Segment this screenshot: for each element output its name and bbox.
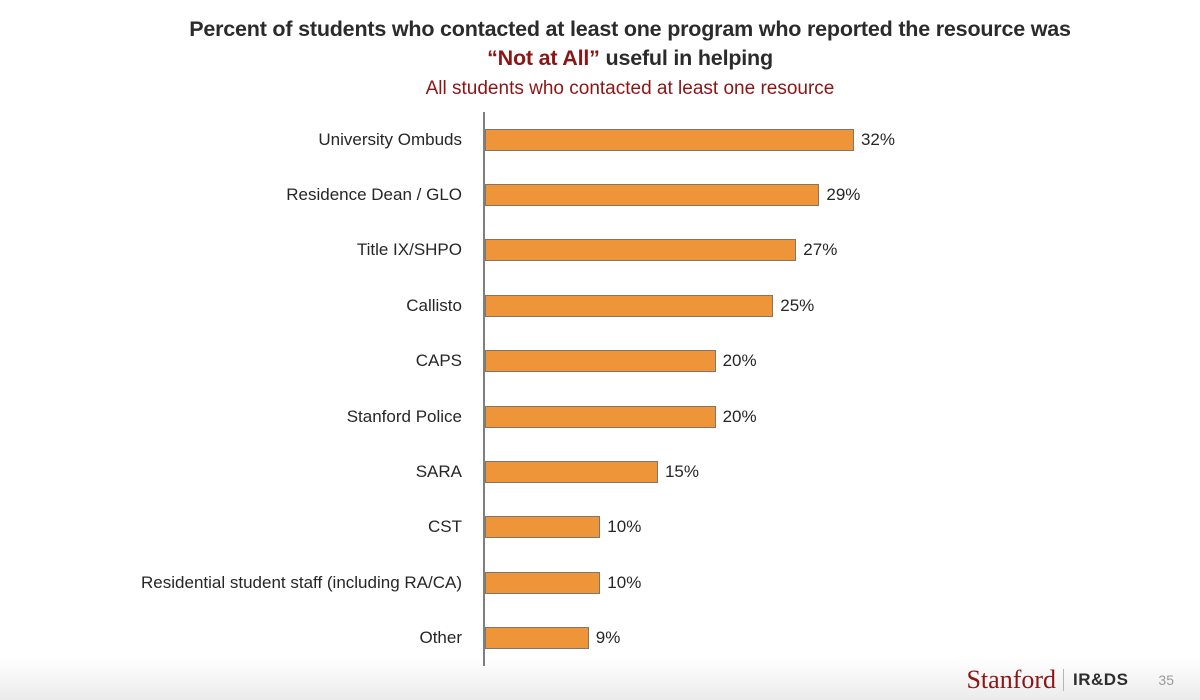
bar: [485, 239, 797, 262]
value-label: 32%: [860, 129, 895, 149]
bar-track: 27%: [483, 222, 1200, 279]
bar-track: 25%: [483, 278, 1200, 334]
bar: [485, 627, 589, 650]
bar: [485, 294, 774, 317]
chart-row: Stanford Police 20%: [0, 388, 1200, 445]
category-label: CAPS: [415, 351, 462, 371]
bar-track: 10%: [483, 555, 1200, 611]
chart-row: Other 9%: [0, 610, 1200, 666]
chart-row: Title IX/SHPO 27%: [0, 222, 1200, 279]
category-label: Title IX/SHPO: [356, 240, 462, 260]
page-number: 35: [1158, 672, 1174, 688]
bar-track: 20%: [483, 388, 1200, 445]
value-label: 20%: [722, 351, 757, 371]
footer-divider: [1063, 669, 1065, 691]
category-label: CST: [428, 517, 462, 537]
bar: [485, 350, 716, 373]
title-accent-phrase: “Not at All”: [487, 46, 600, 70]
bar-track: 10%: [483, 499, 1200, 556]
category-label: Callisto: [406, 295, 462, 315]
value-label: 25%: [780, 295, 815, 315]
category-label: University Ombuds: [318, 129, 462, 149]
bar-track: 32%: [483, 112, 1200, 168]
chart-row: University Ombuds 32%: [0, 112, 1200, 168]
category-label: Residence Dean / GLO: [286, 185, 462, 205]
bar-chart: University Ombuds 32% Residence Dean / GLO…: [0, 112, 1200, 666]
category-label: SARA: [415, 462, 462, 482]
title-line-2-rest: useful in helping: [599, 46, 774, 70]
value-label: 29%: [826, 185, 861, 205]
bar: [485, 128, 854, 151]
chart-subtitle: All students who contacted at least one …: [425, 78, 835, 99]
bar-track: 9%: [483, 610, 1200, 666]
bar-track: 20%: [483, 333, 1200, 389]
bar-track: 29%: [483, 167, 1200, 223]
bar-track: 15%: [483, 444, 1200, 500]
chart-row: Residential student staff (including RA/…: [0, 555, 1200, 611]
value-label: 27%: [803, 240, 838, 260]
chart-row: Callisto 25%: [0, 278, 1200, 334]
value-label: 10%: [607, 517, 642, 537]
bar: [485, 405, 716, 428]
bar: [485, 571, 601, 594]
footer-department-label: IR&DS: [1073, 670, 1129, 689]
category-label: Other: [419, 628, 462, 648]
category-label: Stanford Police: [346, 406, 462, 426]
chart-row: SARA 15%: [0, 444, 1200, 500]
chart-row: CAPS 20%: [0, 333, 1200, 389]
chart-title-line-1: Percent of students who contacted at lea…: [189, 17, 1071, 41]
title-block: Percent of students who contacted at lea…: [60, 0, 1200, 102]
chart-row: Residence Dean / GLO 29%: [0, 167, 1200, 223]
bar: [485, 461, 658, 484]
footer: Stanford IR&DS 35: [966, 667, 1174, 693]
chart-row: CST 10%: [0, 499, 1200, 556]
value-label: 20%: [722, 406, 757, 426]
bar: [485, 184, 820, 207]
value-label: 9%: [595, 628, 621, 648]
chart-title-line-2: “Not at All” useful in helping: [60, 44, 1200, 73]
value-label: 10%: [607, 572, 642, 592]
stanford-logo: Stanford: [966, 665, 1057, 694]
value-label: 15%: [664, 462, 699, 482]
category-label: Residential student staff (including RA/…: [141, 572, 462, 592]
bar: [485, 516, 601, 539]
